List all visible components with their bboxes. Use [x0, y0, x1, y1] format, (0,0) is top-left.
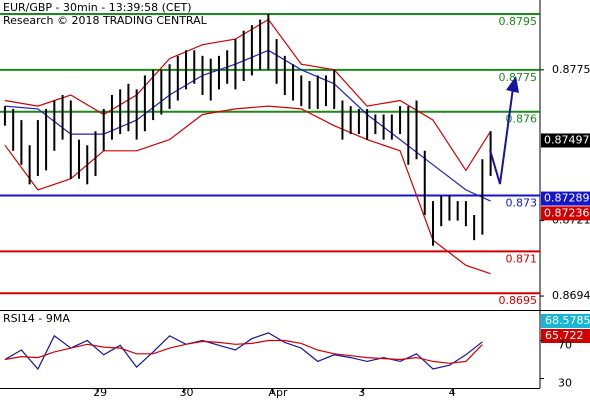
- price-label: 0.87289: [544, 192, 590, 205]
- price-panel: 0.8795 0.8775 0.876 0.873 0.871 0.8695 0.8775 0…: [0, 12, 590, 307]
- value-label: 65.722: [545, 329, 584, 342]
- value-label-box: [541, 314, 590, 328]
- level-label: 0.871: [506, 252, 538, 265]
- y-tick-label: 0.8775: [552, 63, 590, 76]
- price-label: 0.87497: [544, 133, 590, 146]
- value-label: 68.5785: [545, 314, 590, 327]
- level-label: 0.8695: [499, 294, 538, 307]
- price-label-box: [541, 206, 590, 221]
- level-label: 0.8795: [499, 15, 538, 28]
- level-label: 0.873: [506, 196, 538, 209]
- chart-subtitle: Research © 2018 TRADING CENTRAL: [3, 14, 208, 27]
- x-tick-label: 4: [449, 386, 456, 399]
- price-label: 0.87236: [544, 206, 590, 219]
- level-label: 0.876: [506, 113, 538, 126]
- value-label-box: [541, 329, 590, 343]
- price-label-box: [541, 133, 590, 148]
- price-label-box: [541, 191, 590, 206]
- rsi-line: [4, 339, 483, 364]
- y-tick-label: 70: [558, 339, 572, 352]
- chart-title: EUR/GBP - 30min - 13:39:58 (CET): [3, 1, 192, 14]
- y-tick-label: 30: [558, 377, 572, 390]
- x-tick-label: 30: [180, 386, 194, 399]
- rsi-title: RSI14 - 9MA: [3, 312, 70, 325]
- x-tick-label: Apr: [268, 386, 288, 399]
- forecast-arrow: [489, 87, 514, 185]
- x-tick-label: 3: [358, 386, 365, 399]
- x-tick-label: 29: [93, 386, 107, 399]
- forecast-arrowhead: [506, 76, 519, 93]
- level-label: 0.8775: [499, 71, 538, 84]
- y-tick-label: 0.8694: [552, 289, 590, 302]
